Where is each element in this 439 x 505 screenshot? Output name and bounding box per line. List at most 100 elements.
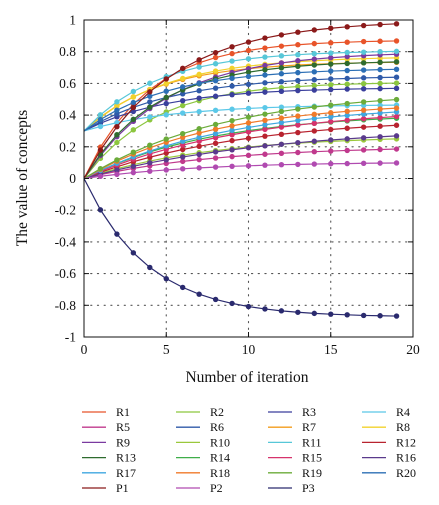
legend-item-r9: R9 (82, 435, 130, 449)
series-line (83, 68, 397, 132)
data-point (344, 24, 350, 30)
data-point (163, 167, 169, 173)
data-point (295, 52, 301, 58)
data-point (311, 120, 317, 127)
data-point (344, 312, 350, 318)
series-line (83, 117, 397, 180)
legend-item-r18: R18 (176, 466, 230, 480)
data-point (328, 68, 334, 74)
data-point (212, 85, 219, 91)
data-point (245, 47, 252, 54)
series-line (83, 107, 397, 180)
data-point (196, 71, 202, 78)
data-point (377, 134, 383, 140)
series-r16 (83, 133, 400, 180)
data-point (130, 149, 137, 155)
data-point (344, 60, 350, 67)
data-point (344, 108, 350, 114)
data-point (229, 75, 235, 82)
data-point (377, 106, 383, 112)
data-point (212, 93, 219, 99)
data-point (311, 104, 317, 110)
data-point (163, 150, 169, 156)
data-point (147, 160, 153, 166)
series-r20 (83, 66, 400, 132)
legend-label: R3 (302, 405, 316, 419)
data-point (344, 147, 350, 154)
data-point (229, 65, 235, 72)
data-point (311, 111, 317, 118)
y-tick-label: -0.6 (55, 266, 77, 281)
legend-label: R18 (210, 466, 230, 480)
data-point (295, 29, 301, 35)
data-point (295, 149, 301, 156)
data-point (229, 132, 235, 138)
legend-label: R10 (210, 435, 230, 449)
data-point (328, 110, 334, 116)
y-tick-label: -0.2 (55, 203, 76, 218)
data-point (130, 99, 137, 106)
data-point (360, 135, 367, 141)
data-point (196, 291, 202, 297)
data-point (278, 162, 285, 168)
data-point (393, 133, 400, 139)
data-point (212, 78, 219, 84)
data-point (212, 149, 219, 155)
legend-item-r2: R2 (176, 405, 224, 419)
series-line (83, 98, 397, 180)
data-point (130, 116, 137, 123)
data-point (262, 45, 268, 51)
legend-item-p2: P2 (176, 481, 223, 495)
data-point (163, 100, 169, 107)
data-point (360, 107, 367, 113)
data-point (311, 149, 317, 155)
data-point (262, 143, 268, 149)
data-point (344, 100, 350, 107)
data-point (328, 55, 334, 61)
data-point (295, 122, 301, 128)
legend-label: R17 (116, 466, 136, 480)
data-point (229, 127, 235, 134)
series-p2 (83, 160, 400, 180)
data-point (278, 131, 285, 137)
legend-label: P2 (210, 481, 223, 495)
data-point (278, 108, 285, 115)
data-point (114, 103, 120, 109)
data-point (393, 122, 400, 128)
data-point (262, 126, 268, 133)
data-point (180, 97, 186, 104)
data-point (311, 161, 317, 167)
data-point (360, 86, 367, 92)
data-point (180, 110, 186, 116)
data-point (212, 130, 219, 137)
data-point (229, 44, 235, 50)
data-point (377, 74, 383, 81)
data-point (393, 160, 400, 166)
data-point (328, 118, 334, 125)
data-point (377, 313, 383, 319)
data-point (295, 83, 301, 90)
series-line (83, 87, 397, 132)
data-point (147, 104, 153, 110)
data-point (196, 108, 202, 115)
data-point (180, 91, 186, 97)
data-point (295, 63, 301, 69)
data-point (212, 126, 219, 132)
data-point (328, 76, 334, 82)
data-point (163, 275, 169, 282)
series-line (83, 148, 397, 180)
data-point (212, 61, 219, 67)
data-point (360, 160, 367, 166)
data-point (262, 117, 268, 124)
data-point (130, 169, 137, 176)
data-point (393, 313, 400, 319)
data-point (196, 134, 202, 140)
data-point (245, 114, 252, 120)
data-point (328, 161, 334, 167)
data-point (245, 105, 252, 112)
plot-series (83, 21, 400, 319)
data-point (245, 81, 252, 88)
data-point (360, 116, 367, 122)
data-point (130, 250, 137, 256)
legend-label: R7 (302, 420, 316, 434)
